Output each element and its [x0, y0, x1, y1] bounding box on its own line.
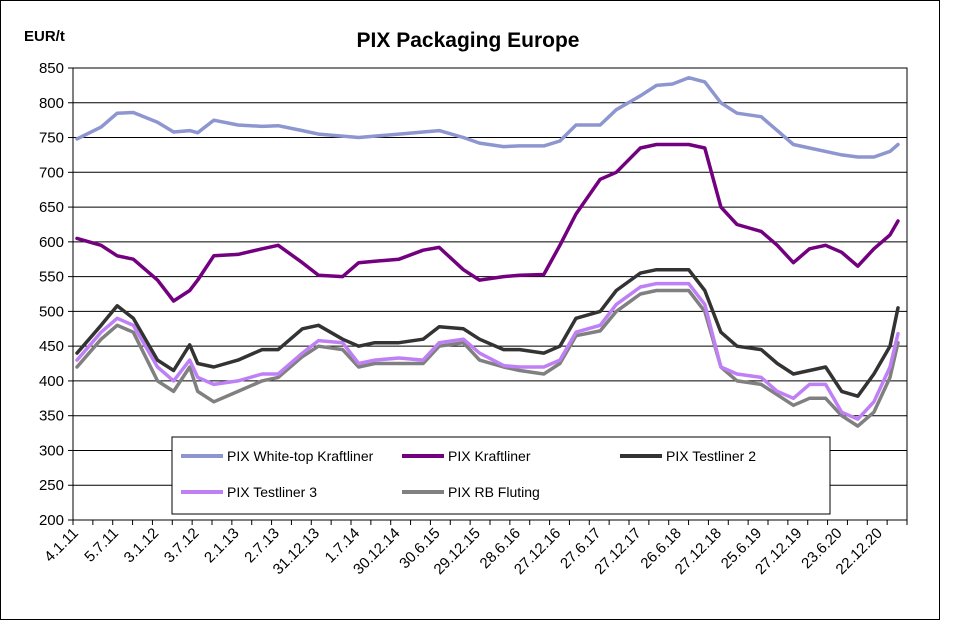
y-tick-label: 250: [39, 477, 64, 494]
y-tick-label: 400: [39, 373, 64, 390]
legend-label: PIX RB Fluting: [448, 484, 540, 500]
y-tick-label: 850: [39, 60, 64, 77]
y-tick-label: 750: [39, 130, 64, 147]
series-line-pix-kraftliner: [75, 142, 900, 303]
y-axis-unit-label: EUR/t: [24, 28, 65, 45]
x-tick-label: 3.1.12: [121, 525, 163, 567]
legend-label: PIX Testliner 3: [227, 484, 317, 500]
legend-item-rb-fluting: PIX RB Fluting: [402, 484, 540, 500]
y-tick-label: 650: [39, 199, 64, 216]
y-tick-label: 300: [39, 442, 64, 459]
legend: PIX White-top Kraftliner PIX Kraftliner …: [171, 436, 831, 515]
legend-label: PIX Testliner 2: [666, 448, 756, 464]
legend-label: PIX White-top Kraftliner: [227, 448, 374, 464]
y-tick-label: 800: [39, 95, 64, 112]
y-tick-label: 600: [39, 234, 64, 251]
series-line-pix-white-top-kraftliner: [75, 75, 900, 159]
legend-label: PIX Kraftliner: [448, 448, 531, 464]
series-line-pix-testliner-3: [75, 281, 900, 421]
x-tick-label: 3.7.12: [161, 525, 203, 567]
series-line-pix-testliner-2: [75, 267, 900, 398]
legend-item-white-top-kraftliner: PIX White-top Kraftliner: [181, 448, 374, 464]
y-tick-label: 500: [39, 303, 64, 320]
y-tick-label: 450: [39, 338, 64, 355]
chart-frame: [0, 0, 940, 620]
chart-title: PIX Packaging Europe: [357, 29, 580, 52]
legend-box: [171, 436, 831, 515]
gridlines: [73, 67, 907, 521]
x-axis-ticks: 4.1.11 5.7.113.1.123.7.122.1.132.7.1331.1…: [41, 520, 908, 578]
y-tick-label: 350: [39, 408, 64, 425]
y-tick-label: 700: [39, 164, 64, 181]
y-tick-label: 200: [39, 512, 64, 529]
legend-item-testliner-2: PIX Testliner 2: [620, 448, 756, 464]
legend-item-kraftliner: PIX Kraftliner: [402, 448, 531, 464]
x-tick-label: 2.1.13: [201, 525, 243, 567]
legend-item-testliner-3: PIX Testliner 3: [181, 484, 317, 500]
y-tick-label: 550: [39, 269, 64, 286]
y-axis-ticks: 200 250 300 350 400 450 500 550 600 650 700 750 800 8…: [39, 60, 73, 529]
x-tick-label: 5.7.11: [81, 525, 122, 566]
series-line-pix-rb-fluting: [75, 288, 900, 428]
x-tick-label: 4.1.11: [41, 525, 82, 566]
series-lines: [75, 75, 900, 428]
